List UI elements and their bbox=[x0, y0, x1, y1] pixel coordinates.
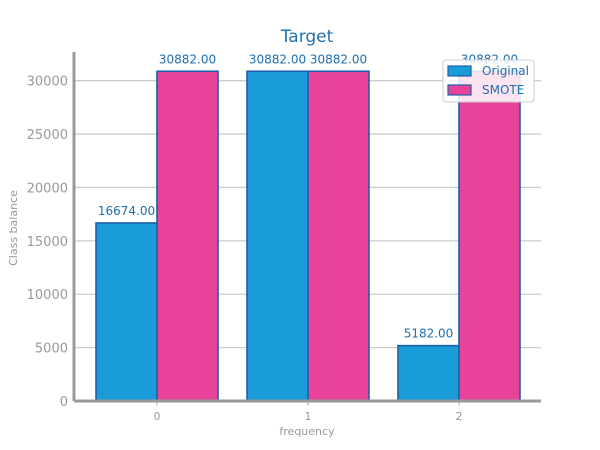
legend-swatch-smote bbox=[447, 84, 472, 96]
data-label-smote-1: 30882.00 bbox=[310, 52, 367, 66]
x-axis-label: frequency bbox=[279, 425, 335, 438]
legend-label-smote: SMOTE bbox=[482, 83, 524, 97]
y-tick-label: 15000 bbox=[27, 235, 68, 250]
bar-smote-0 bbox=[156, 70, 219, 402]
y-tick-label: 20000 bbox=[27, 181, 68, 196]
y-tick-label: 30000 bbox=[27, 75, 68, 90]
y-axis-label: Class balance bbox=[7, 190, 20, 266]
x-ticks: 0 1 2 bbox=[154, 401, 463, 423]
bars bbox=[95, 70, 521, 402]
data-label-original-1: 30882.00 bbox=[249, 52, 306, 66]
data-label-original-0: 16674.00 bbox=[98, 204, 155, 218]
bar-smote-2 bbox=[458, 70, 521, 402]
y-ticks: 0 5000 10000 15000 20000 25000 30000 bbox=[27, 75, 68, 410]
y-tick-label: 10000 bbox=[27, 288, 68, 303]
x-tick-label: 2 bbox=[456, 410, 463, 423]
x-tick-label: 1 bbox=[305, 410, 312, 423]
data-label-original-2: 5182.00 bbox=[404, 327, 454, 341]
legend-label-original: Original bbox=[482, 64, 529, 78]
chart-title: Target bbox=[280, 27, 334, 47]
legend-swatch-original bbox=[447, 65, 472, 77]
legend: Original SMOTE bbox=[442, 59, 535, 103]
bar-original-1 bbox=[246, 70, 309, 402]
bar-smote-1 bbox=[307, 70, 370, 402]
y-tick-label: 25000 bbox=[27, 128, 68, 143]
bar-original-2 bbox=[397, 344, 460, 402]
y-tick-label: 0 bbox=[60, 395, 68, 410]
x-tick-label: 0 bbox=[154, 410, 161, 423]
bar-original-0 bbox=[95, 222, 158, 402]
y-tick-label: 5000 bbox=[35, 342, 68, 357]
data-label-smote-0: 30882.00 bbox=[159, 52, 216, 66]
